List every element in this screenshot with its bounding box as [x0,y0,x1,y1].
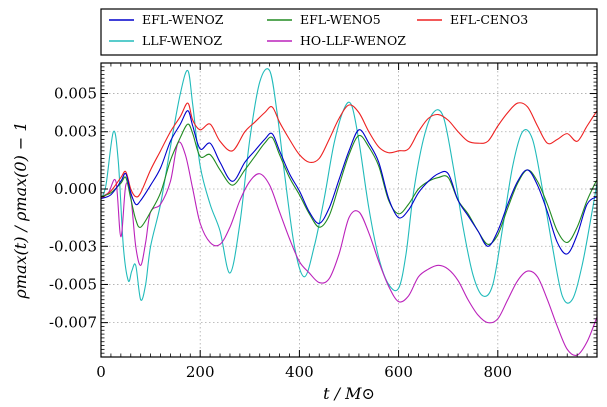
x-tick-label: 0 [96,363,106,381]
x-axis: 0 200 400 600 800 [96,63,598,381]
x-tick-label: 800 [483,363,512,381]
x-tick-label: 200 [186,363,215,381]
y-tick-label: 0.000 [54,180,97,198]
y-tick-label: 0.005 [54,85,97,103]
legend-entry: EFL-CENO3 [450,12,528,27]
legend-entry: LLF-WENOZ [142,33,222,48]
x-tick-label: 600 [384,363,413,381]
series-line-efl-weno5 [101,123,597,245]
series-line-llf-wenoz [101,68,597,304]
y-axis-label: ρmax(t) / ρmax(0) − 1 [11,121,30,299]
y-tick-label: 0.003 [54,123,97,141]
legend: EFL-WENOZ EFL-WENO5 EFL-CENO3 LLF-WENOZ HO-L… [100,8,598,56]
legend-box [100,8,598,56]
x-tick-label: 400 [285,363,314,381]
y-axis: 0.005 0.003 0.000 -0.003 -0.005 -0.007 [49,62,597,358]
y-tick-label: -0.007 [49,314,97,332]
legend-entry: EFL-WENO5 [300,12,381,27]
series-line-efl-wenoz [101,110,597,255]
series-group [101,68,597,356]
grid-lines [101,63,597,357]
y-tick-label: -0.003 [49,237,97,255]
plot-frame [100,62,598,358]
legend-entry: HO-LLF-WENOZ [300,33,406,48]
legend-entry: EFL-WENOZ [142,12,224,27]
series-line-efl-ceno3 [101,102,597,199]
y-tick-label: -0.005 [49,275,97,293]
x-axis-label: t / M⊙ [323,384,375,403]
